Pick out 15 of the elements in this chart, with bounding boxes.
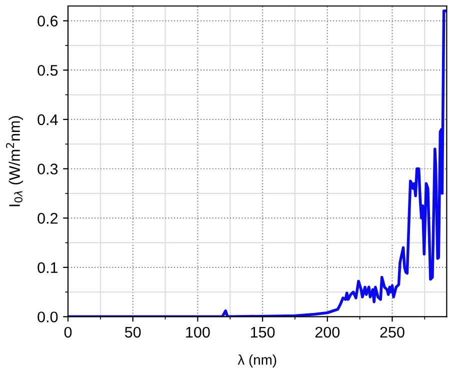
- y-axis-title: I$_{0λ}$ (W/m$^{2}$nm): [6, 116, 23, 206]
- x-tick-label: 250: [380, 326, 404, 338]
- y-tick-label: 0.3: [38, 164, 58, 174]
- x-tick-label: 0: [64, 326, 72, 338]
- x-tick-label: 150: [250, 326, 275, 338]
- y-tick-label: 0.5: [38, 64, 58, 76]
- y-tick-label: 0.4: [38, 114, 58, 126]
- y-tick-label: 0.1: [38, 262, 58, 274]
- x-tick-label: 200: [315, 326, 340, 338]
- x-tick-label: 50: [124, 326, 141, 338]
- y-tick-label: 0.0: [38, 312, 58, 322]
- x-axis-title: λ (nm): [238, 354, 276, 368]
- y-tick-label: 0.2: [38, 212, 58, 224]
- x-tick-label: 100: [186, 326, 210, 338]
- y-tick-label: 0.6: [38, 16, 58, 26]
